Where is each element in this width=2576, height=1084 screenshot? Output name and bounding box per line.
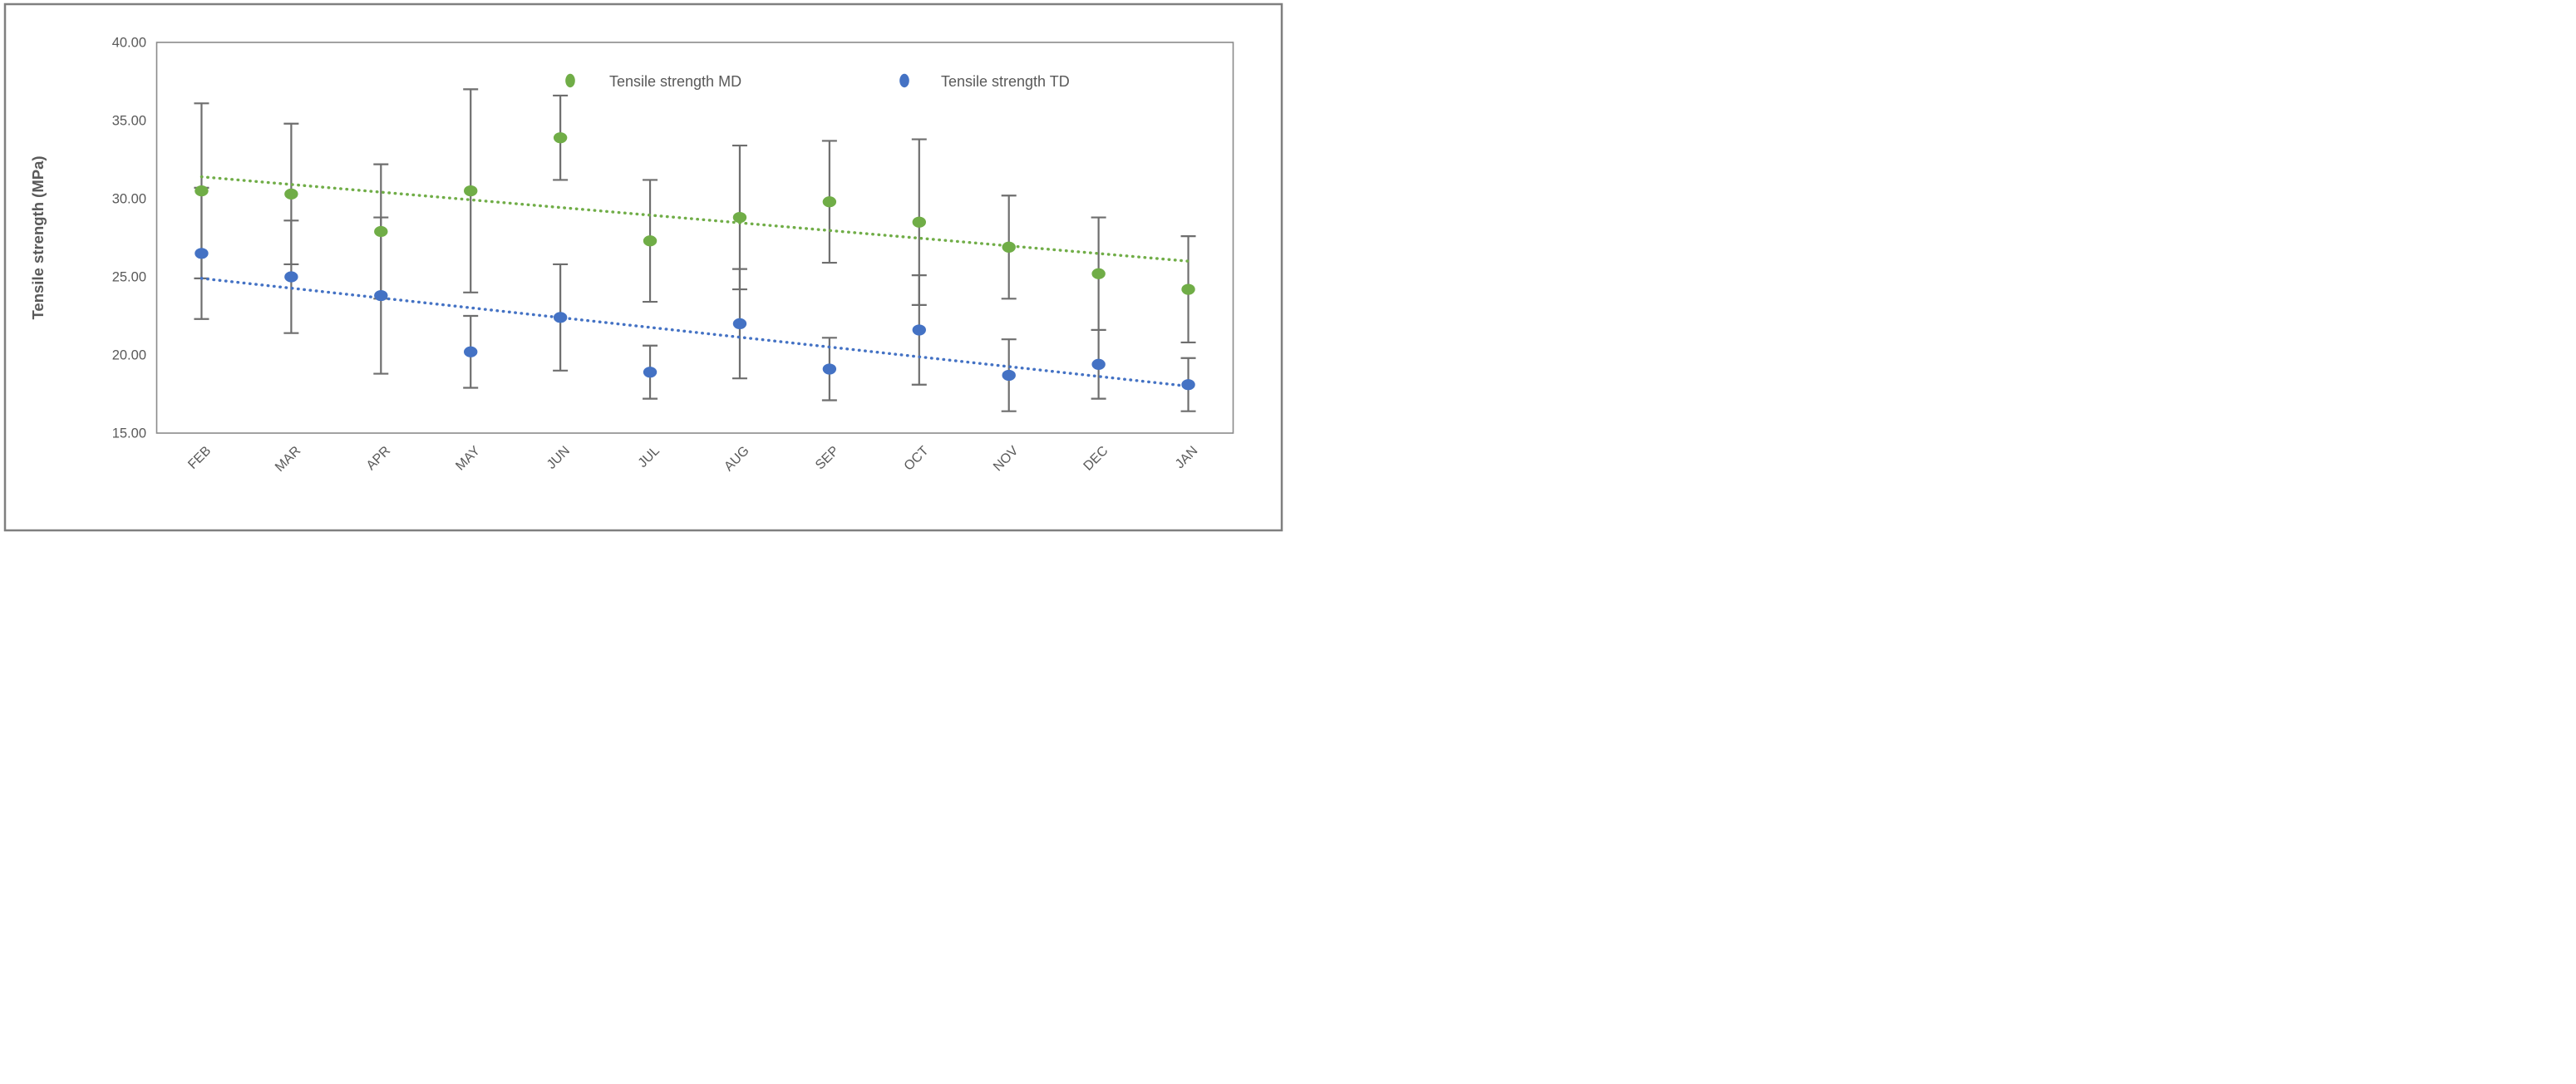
legend-marker-md — [565, 73, 575, 88]
figure-frame — [3, 2, 1283, 532]
legend: Tensile strength MD Tensile strength TD — [565, 73, 1070, 90]
data-point-marker — [1091, 268, 1106, 279]
data-point-marker — [822, 363, 837, 375]
data-point-marker — [912, 324, 926, 336]
data-point-marker — [284, 188, 298, 200]
data-point-marker — [1181, 379, 1195, 391]
data-point-marker — [464, 185, 478, 197]
data-point-marker — [284, 271, 298, 283]
data-point-marker — [643, 235, 658, 247]
data-point-marker — [912, 216, 926, 228]
plot-area — [155, 42, 1234, 434]
y-tick-label: 25.00 — [112, 270, 146, 285]
trendline — [199, 175, 1190, 263]
trendlines — [199, 175, 1190, 388]
data-point-marker — [553, 312, 568, 323]
data-point-marker — [643, 367, 658, 378]
legend-label-md: Tensile strength MD — [609, 73, 741, 90]
trendline — [199, 277, 1190, 388]
data-point-marker — [1002, 369, 1016, 382]
data-point-marker — [1091, 358, 1106, 370]
legend-label-td: Tensile strength TD — [941, 73, 1070, 90]
y-tick-label: 40.00 — [112, 36, 146, 51]
data-markers — [195, 132, 1195, 391]
data-point-marker — [1002, 241, 1016, 253]
y-axis-title: Tensile strength (MPa) — [29, 155, 47, 319]
y-tick-label: 15.00 — [112, 426, 146, 441]
data-point-marker — [374, 289, 388, 302]
y-tick-label: 35.00 — [112, 114, 146, 129]
data-point-marker — [732, 318, 747, 329]
data-point-marker — [374, 225, 388, 238]
data-point-marker — [464, 346, 478, 357]
y-axis-tick-labels: 40.00 35.00 30.00 25.00 20.00 15.00 — [112, 36, 146, 441]
data-point-marker — [195, 185, 209, 197]
data-point-marker — [732, 211, 747, 224]
y-tick-label: 20.00 — [112, 348, 146, 363]
data-point-marker — [1181, 283, 1195, 295]
data-point-marker — [822, 196, 837, 208]
y-tick-label: 30.00 — [112, 192, 146, 207]
legend-marker-td — [899, 73, 909, 88]
data-point-marker — [195, 248, 209, 259]
chart-canvas: Tensile strength (MPa) 40.00 35.00 30.00 25… — [3, 2, 1283, 532]
data-point-marker — [553, 132, 568, 144]
